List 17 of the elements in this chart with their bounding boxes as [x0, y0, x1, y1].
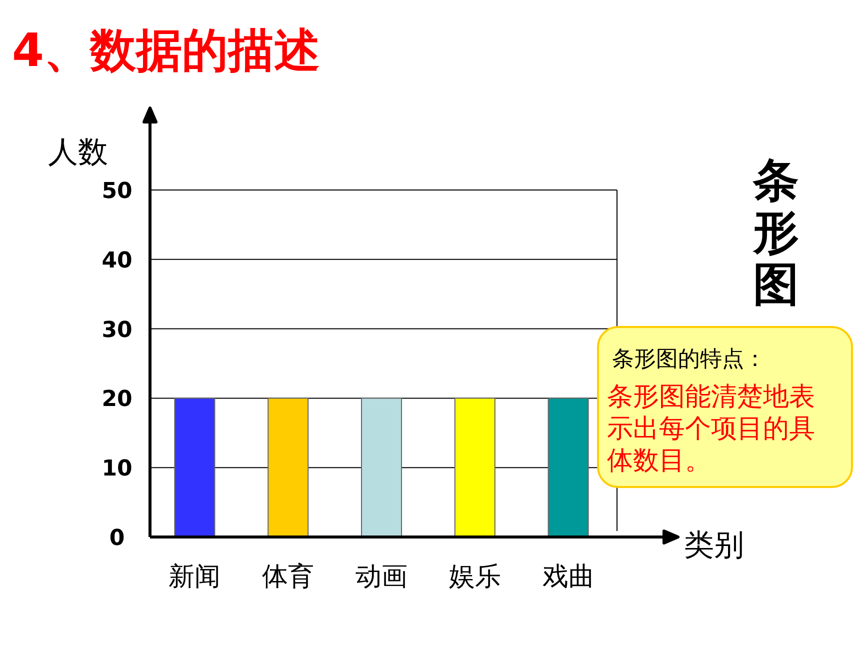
y-tick-label: 30	[102, 318, 132, 343]
y-tick-label: 0	[109, 526, 125, 551]
y-axis-title: 人数	[48, 135, 108, 170]
y-tick-label: 50	[102, 179, 132, 204]
text: 条形图	[752, 153, 799, 311]
y-tick-label: 10	[102, 456, 132, 482]
y-tick-label: 40	[102, 248, 132, 274]
x-axis-title: 类别	[684, 528, 744, 563]
x-tick-label: 戏曲	[542, 562, 594, 592]
x-tick-label: 体育	[262, 562, 314, 592]
annotation: 条形图的特点：	[612, 347, 766, 372]
x-tick-label: 动画	[356, 562, 408, 592]
y-tick-label: 20	[102, 387, 132, 412]
annotation: 条形图能清楚地表示出每个项目的具体数目。	[607, 382, 815, 476]
x-tick-label: 新闻	[168, 562, 221, 592]
chart-title: 4、数据的描述	[12, 23, 320, 77]
x-tick-label: 娱乐	[448, 562, 501, 592]
